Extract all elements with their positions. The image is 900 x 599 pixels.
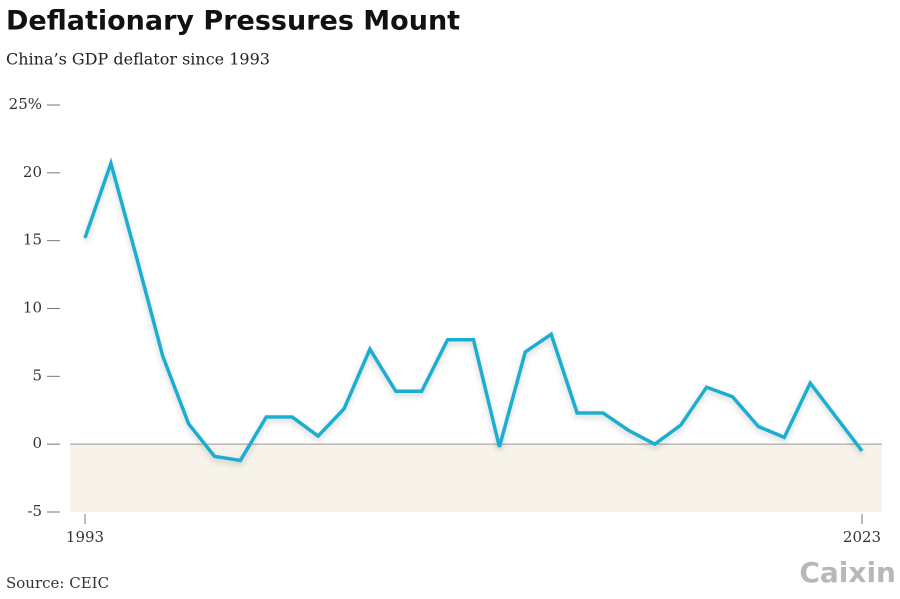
x-tick-label: 1993 bbox=[66, 528, 104, 546]
chart-title: Deflationary Pressures Mount bbox=[6, 6, 460, 37]
brand-logo: Caixin bbox=[799, 556, 896, 589]
y-tick-label: 5 bbox=[32, 366, 42, 384]
source: Source: CEIC bbox=[6, 574, 109, 592]
data-line bbox=[83, 157, 864, 463]
y-tick-label: 15 bbox=[23, 231, 42, 249]
x-tick-label: 2023 bbox=[843, 528, 881, 546]
y-tick-label: 20 bbox=[23, 163, 42, 181]
y-tick-label: 0 bbox=[32, 434, 42, 452]
y-tick-label: -5 bbox=[27, 502, 42, 520]
chart-subtitle: China’s GDP deflator since 1993 bbox=[6, 50, 270, 69]
y-tick-label: 10 bbox=[23, 299, 42, 317]
y-tick-label: 25% bbox=[9, 95, 42, 113]
negative-zone bbox=[70, 444, 882, 512]
